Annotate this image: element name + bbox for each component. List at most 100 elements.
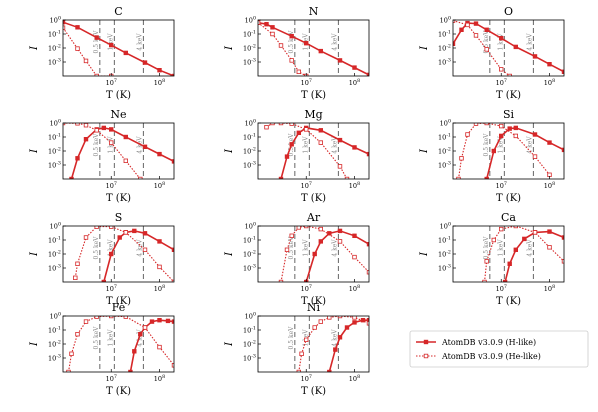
axes-frame	[62, 225, 175, 283]
y-tick-label: 100	[245, 16, 256, 25]
y-tick-label: 10-3	[48, 264, 61, 273]
reference-line-label: 1 keV	[497, 33, 504, 51]
x-axis-label: T (K)	[106, 296, 131, 307]
data-point	[482, 279, 487, 282]
legend-marker	[423, 339, 429, 345]
data-point	[109, 226, 114, 229]
reference-line-label: 1 keV	[107, 239, 114, 257]
data-point	[318, 48, 323, 54]
data-point	[142, 60, 148, 65]
panel-title: C	[114, 5, 122, 18]
data-point	[94, 35, 99, 40]
panel-title: Ca	[501, 211, 516, 224]
series-line	[74, 226, 174, 282]
legend-label: AtomDB v3.0.9 (He-like)	[441, 352, 541, 361]
y-axis-label: I	[224, 148, 235, 154]
data-point	[142, 144, 148, 149]
reference-line-label: 1 keV	[497, 136, 504, 154]
reference-line-label: 0.5 keV	[93, 236, 100, 260]
data-point	[360, 317, 366, 323]
data-point	[337, 137, 343, 143]
data-point	[132, 228, 137, 234]
y-tick-label: 10-1	[48, 236, 61, 245]
data-point	[547, 140, 552, 145]
data-point	[318, 128, 323, 133]
y-tick-label: 100	[50, 222, 61, 231]
data-point	[352, 65, 357, 70]
data-point	[498, 133, 504, 139]
data-point	[352, 233, 357, 238]
data-point	[513, 44, 518, 50]
y-tick-label: 10-1	[243, 236, 256, 245]
reference-line-label: 0.5 keV	[288, 30, 295, 54]
series-he-like	[278, 226, 369, 282]
y-tick-label: 10-2	[48, 340, 61, 349]
data-point	[513, 125, 518, 131]
data-point	[94, 128, 99, 133]
x-tick-label: 107	[496, 78, 507, 87]
x-tick-label: 107	[496, 181, 507, 190]
data-point	[284, 154, 290, 159]
series-line	[280, 226, 369, 282]
data-point	[484, 47, 489, 52]
data-point	[366, 151, 369, 157]
data-point	[83, 319, 89, 324]
series-h-like	[128, 317, 174, 372]
data-point	[352, 316, 357, 320]
data-point	[289, 123, 294, 126]
series-line	[258, 22, 307, 76]
panel-c: C 0.5 keV 1 keV 4 keV 10-3 10-2 10-1 100 107 108 I…	[29, 5, 175, 101]
data-point	[561, 259, 564, 264]
reference-line-label: 4 keV	[331, 136, 338, 154]
data-point	[366, 269, 369, 275]
x-tick-label: 108	[154, 374, 165, 383]
x-axis-label: T (K)	[301, 193, 326, 204]
y-tick-label: 10-2	[243, 250, 256, 259]
panel-title: O	[504, 5, 513, 18]
y-tick-label: 100	[440, 222, 451, 231]
x-axis-label: T (K)	[496, 90, 521, 101]
data-point	[278, 123, 284, 126]
data-point	[109, 127, 114, 132]
data-point	[75, 46, 80, 51]
y-axis-label: I	[29, 148, 40, 154]
y-tick-label: 10-2	[438, 44, 451, 53]
data-point	[264, 21, 269, 27]
data-point	[289, 58, 294, 63]
series-he-like	[264, 123, 350, 179]
reference-line-label: 4 keV	[331, 239, 338, 257]
x-tick-label: 108	[544, 284, 555, 293]
y-tick-label: 10-2	[243, 44, 256, 53]
x-tick-label: 107	[301, 284, 312, 293]
data-point	[123, 230, 128, 235]
data-point	[138, 331, 143, 337]
data-point	[142, 231, 148, 236]
panel-title: Si	[503, 108, 515, 121]
y-tick-label: 10-1	[243, 30, 256, 39]
y-tick-label: 100	[245, 222, 256, 231]
data-point	[532, 154, 538, 159]
y-tick-label: 10-1	[48, 326, 61, 335]
x-tick-label: 108	[349, 374, 360, 383]
y-tick-label: 10-2	[243, 340, 256, 349]
reference-line-label: 0.5 keV	[483, 30, 490, 54]
series-he-like	[453, 20, 512, 76]
y-tick-label: 10-2	[438, 147, 451, 156]
panel-title: S	[115, 211, 123, 224]
data-point	[69, 351, 74, 356]
reference-line-label: 4 keV	[331, 33, 338, 51]
data-point	[270, 31, 275, 37]
data-point	[484, 123, 489, 126]
data-point	[278, 43, 284, 48]
x-tick-label: 107	[301, 78, 312, 87]
x-axis-label: T (K)	[106, 193, 131, 204]
data-point	[75, 156, 80, 161]
data-point	[296, 130, 301, 135]
reference-line-label: 0.5 keV	[93, 326, 100, 350]
y-axis-label: I	[419, 148, 430, 154]
legend-label: AtomDB v3.0.9 (H-like)	[441, 338, 536, 347]
